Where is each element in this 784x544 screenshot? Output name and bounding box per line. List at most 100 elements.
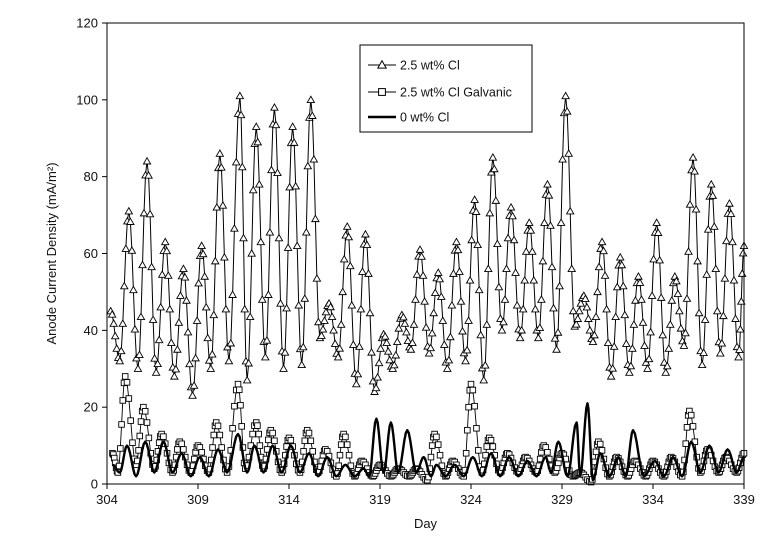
data-point-triangle — [388, 364, 398, 372]
data-point-triangle — [329, 325, 338, 334]
data-point-triangle — [550, 333, 560, 342]
data-point-square — [216, 431, 224, 439]
data-point-triangle — [125, 217, 135, 225]
data-point-triangle — [172, 345, 182, 353]
data-point-triangle — [458, 326, 467, 335]
data-point-triangle — [382, 338, 392, 346]
data-point-triangle — [348, 340, 358, 348]
data-point-triangle — [565, 206, 575, 215]
data-point-triangle — [715, 348, 725, 357]
data-point-triangle — [473, 240, 483, 249]
data-point-square — [123, 379, 131, 386]
data-point-triangle — [394, 323, 404, 332]
data-point-triangle — [119, 281, 129, 290]
data-point-triangle — [447, 300, 457, 309]
data-point-triangle — [708, 191, 718, 199]
data-point-triangle — [526, 225, 536, 234]
data-point-square — [467, 380, 475, 388]
data-point-triangle — [738, 248, 748, 257]
data-point-triangle — [626, 361, 636, 370]
data-point-triangle — [462, 345, 472, 354]
data-point-triangle — [485, 208, 495, 217]
data-point-triangle — [354, 342, 364, 350]
data-point-triangle — [327, 312, 337, 321]
data-point-triangle — [499, 317, 508, 326]
data-point-triangle — [436, 292, 446, 300]
data-point-triangle — [303, 161, 313, 170]
data-point-triangle — [489, 164, 499, 173]
data-point-triangle — [204, 356, 214, 364]
x-tick-label: 324 — [460, 492, 482, 507]
data-point-triangle — [339, 254, 349, 263]
data-point-triangle — [336, 320, 346, 328]
data-point-triangle — [403, 336, 413, 345]
data-point-triangle — [420, 297, 429, 305]
data-point-triangle — [735, 324, 745, 333]
x-tick-label: 314 — [278, 492, 300, 507]
data-point-triangle — [664, 344, 674, 352]
data-point-triangle — [294, 300, 304, 309]
data-point-triangle — [300, 294, 310, 302]
data-point-triangle — [593, 287, 602, 296]
data-point-square — [238, 423, 245, 430]
data-point-triangle — [398, 312, 408, 321]
data-point-triangle — [176, 291, 185, 299]
data-point-square — [125, 395, 133, 402]
y-tick-label: 100 — [76, 92, 98, 107]
data-point-triangle — [124, 206, 134, 215]
data-point-triangle — [638, 318, 648, 326]
data-point-square — [345, 451, 353, 459]
data-point-triangle — [291, 181, 301, 190]
data-point-triangle — [320, 316, 329, 324]
data-point-triangle — [174, 318, 184, 326]
data-point-triangle — [574, 306, 584, 315]
data-point-triangle — [321, 307, 331, 316]
data-point-triangle — [603, 338, 613, 346]
x-tick-label: 309 — [187, 492, 209, 507]
data-point-triangle — [517, 325, 527, 334]
data-point-triangle — [374, 358, 384, 367]
data-point-square — [469, 386, 477, 394]
data-point-triangle — [662, 361, 672, 370]
data-point-square — [483, 443, 491, 450]
data-point-square — [137, 418, 145, 425]
data-point-triangle — [267, 165, 276, 174]
data-point-triangle — [655, 255, 665, 264]
y-tick-label: 0 — [91, 477, 98, 492]
data-point-triangle — [685, 200, 695, 208]
y-tick-label: 20 — [84, 400, 98, 415]
data-point-square — [689, 423, 697, 430]
data-point-triangle — [121, 244, 131, 252]
data-point-triangle — [641, 358, 651, 366]
data-point-triangle — [231, 157, 241, 166]
data-point-triangle — [571, 319, 581, 328]
data-point-triangle — [311, 214, 320, 223]
data-point-triangle — [618, 281, 628, 290]
data-point-square — [271, 437, 278, 445]
data-point-triangle — [582, 302, 592, 311]
data-point-triangle — [726, 209, 736, 218]
data-point-triangle — [230, 224, 239, 232]
data-point-square — [301, 437, 309, 445]
data-point-triangle — [476, 330, 486, 339]
data-point-triangle — [307, 111, 317, 119]
data-point-triangle — [189, 381, 199, 389]
data-point-triangle — [427, 328, 437, 337]
data-point-triangle — [512, 300, 522, 309]
data-point-triangle — [480, 360, 490, 369]
data-point-triangle — [580, 294, 590, 302]
data-point-triangle — [429, 308, 439, 317]
data-point-triangle — [257, 295, 267, 303]
series-layer — [106, 91, 749, 486]
data-point-triangle — [709, 222, 719, 230]
data-point-triangle — [515, 333, 525, 342]
data-point-triangle — [151, 368, 161, 376]
data-point-triangle — [142, 156, 152, 165]
data-point-triangle — [691, 204, 701, 213]
x-tick-label: 334 — [642, 492, 664, 507]
data-point-triangle — [442, 364, 452, 372]
data-point-triangle — [737, 269, 747, 277]
data-point-triangle — [283, 243, 293, 251]
data-point-triangle — [493, 239, 502, 248]
data-point-triangle — [409, 320, 419, 328]
